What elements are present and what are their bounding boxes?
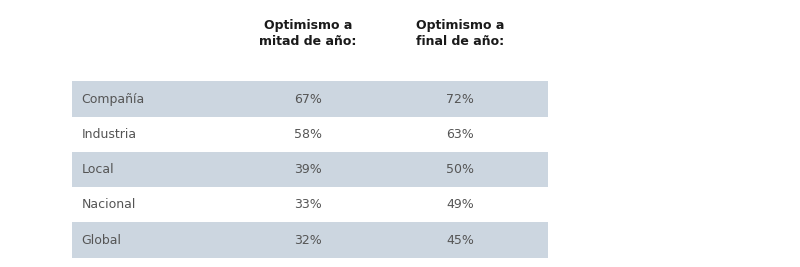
Text: 45%: 45% (446, 234, 474, 246)
Bar (72, 152, 548, 187)
Text: Global: Global (82, 234, 122, 246)
Bar (72, 187, 548, 222)
Text: 33%: 33% (294, 198, 322, 211)
Bar (72, 81, 548, 117)
Text: 49%: 49% (446, 198, 474, 211)
Text: Optimismo a
final de año:: Optimismo a final de año: (416, 19, 504, 48)
Text: Optimismo a
mitad de año:: Optimismo a mitad de año: (259, 19, 357, 48)
Text: Compañía: Compañía (82, 93, 145, 105)
Text: Industria: Industria (82, 128, 137, 141)
Text: 63%: 63% (446, 128, 474, 141)
Text: Nacional: Nacional (82, 198, 136, 211)
Text: 67%: 67% (294, 93, 322, 105)
Text: 58%: 58% (294, 128, 322, 141)
Text: 50%: 50% (446, 163, 474, 176)
Text: 32%: 32% (294, 234, 322, 246)
Text: Local: Local (82, 163, 114, 176)
Bar (72, 222, 548, 258)
Bar (72, 117, 548, 152)
Text: 39%: 39% (294, 163, 322, 176)
Text: 72%: 72% (446, 93, 474, 105)
